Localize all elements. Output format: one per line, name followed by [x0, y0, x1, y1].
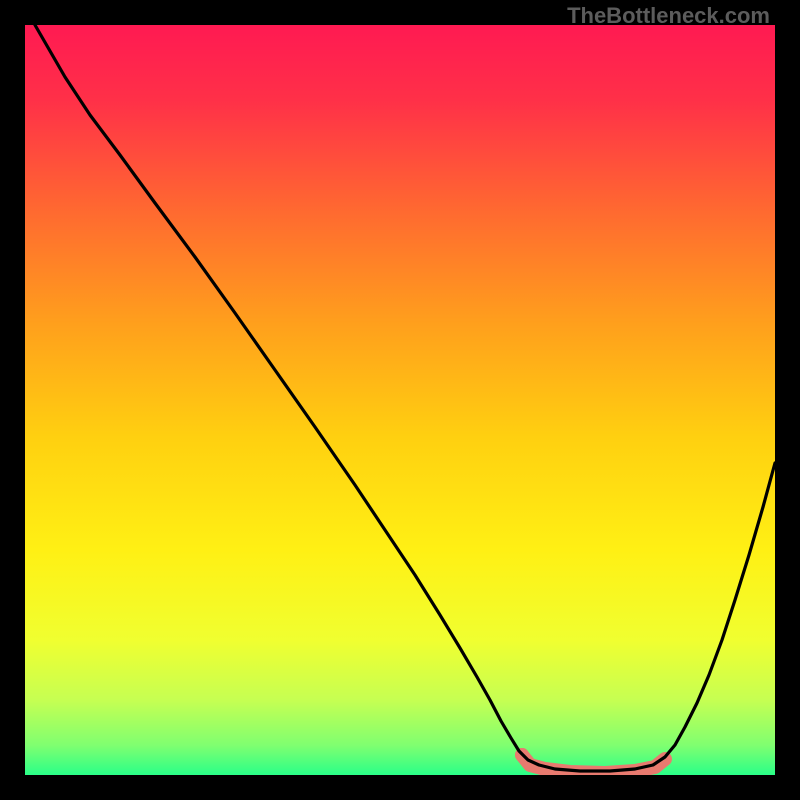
salmon-optimal-segment — [515, 748, 665, 773]
watermark-text: TheBottleneck.com — [567, 3, 770, 29]
curve-layer — [25, 25, 775, 775]
chart-frame: TheBottleneck.com — [0, 0, 800, 800]
plot-area — [25, 25, 775, 775]
bottleneck-curve — [35, 25, 775, 771]
